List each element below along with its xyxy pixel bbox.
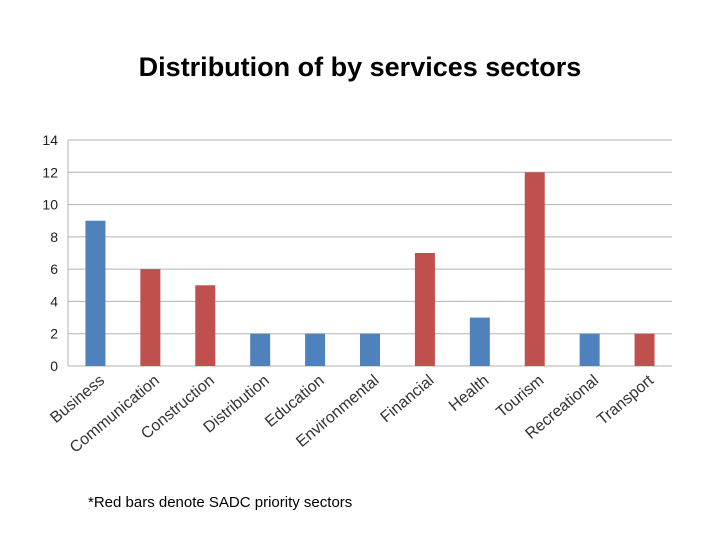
bar-communication xyxy=(140,269,160,366)
y-tick-label: 8 xyxy=(50,229,58,245)
y-axis-tick-labels: 0 2 4 6 8 10 12 14 xyxy=(42,132,58,374)
bar-recreational xyxy=(580,334,600,366)
bar-education xyxy=(305,334,325,366)
footnote: *Red bars denote SADC priority sectors xyxy=(88,494,352,511)
x-category-label: Health xyxy=(446,372,492,415)
y-tick-label: 2 xyxy=(50,326,58,342)
bar-financial xyxy=(415,253,435,366)
bar-health xyxy=(470,318,490,366)
y-tick-label: 12 xyxy=(42,164,58,180)
x-axis-category-labels: BusinessCommunicationConstructionDistrib… xyxy=(47,372,657,457)
y-tick-label: 6 xyxy=(50,261,58,277)
bar-tourism xyxy=(525,172,545,366)
bar-business xyxy=(85,221,105,366)
y-tick-label: 4 xyxy=(50,293,58,309)
bar-transport xyxy=(635,334,655,366)
x-category-label: Tourism xyxy=(493,372,547,421)
x-category-label: Transport xyxy=(594,372,657,429)
y-tick-label: 10 xyxy=(42,197,58,213)
bar-environmental xyxy=(360,334,380,366)
bar-construction xyxy=(195,285,215,366)
y-tick-label: 14 xyxy=(42,132,58,148)
y-tick-label: 0 xyxy=(50,358,58,374)
x-category-label: Financial xyxy=(378,372,438,426)
bar-distribution xyxy=(250,334,270,366)
